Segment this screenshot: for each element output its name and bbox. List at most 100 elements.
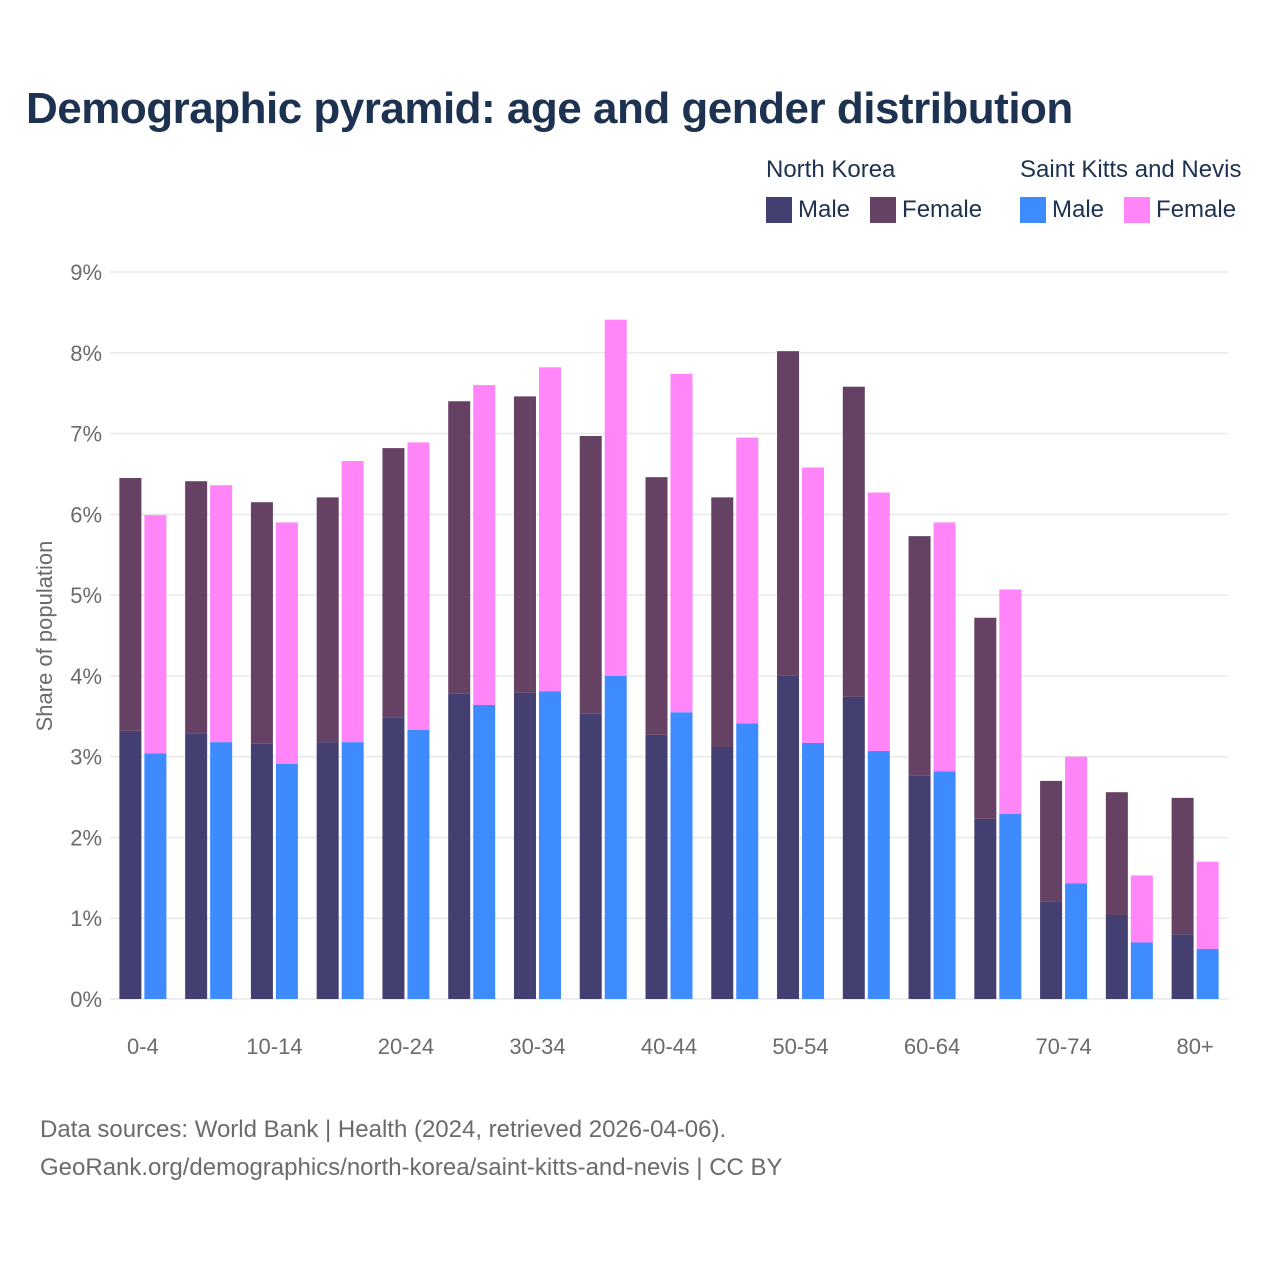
bar-saint-kitts-and-nevis-female[interactable]: [1196, 861, 1219, 949]
legend-group-title: Saint Kitts and Nevis: [1020, 156, 1242, 183]
x-tick-label: 70-74: [1035, 1034, 1091, 1059]
bar-north-korea-female[interactable]: [250, 502, 273, 744]
swatch-skn-female: [1124, 197, 1151, 223]
bar-saint-kitts-and-nevis-female[interactable]: [802, 467, 825, 743]
bar-saint-kitts-and-nevis-male[interactable]: [407, 730, 430, 999]
y-axis-ticks: 0% 1% 2% 3% 4% 5% 6% 7% 8% 9%: [70, 260, 102, 1012]
bar-saint-kitts-and-nevis-male[interactable]: [210, 742, 233, 999]
y-tick-label: 8%: [70, 341, 102, 366]
bar-north-korea-female[interactable]: [908, 536, 931, 776]
bar-north-korea-female[interactable]: [842, 386, 865, 697]
y-tick-label: 7%: [70, 422, 102, 447]
bar-north-korea-female[interactable]: [579, 435, 602, 714]
bar-north-korea-female[interactable]: [974, 617, 997, 819]
bar-saint-kitts-and-nevis-male[interactable]: [802, 742, 825, 999]
x-tick-label: 0-4: [127, 1034, 159, 1059]
bar-saint-kitts-and-nevis-male[interactable]: [538, 691, 561, 999]
bar-saint-kitts-and-nevis-male[interactable]: [604, 675, 627, 999]
footer-attribution: GeoRank.org/demographics/north-korea/sai…: [40, 1154, 783, 1181]
bar-saint-kitts-and-nevis-female[interactable]: [341, 461, 364, 743]
bar-north-korea-male[interactable]: [119, 730, 142, 999]
chart-plot: 0% 1% 2% 3% 4% 5% 6% 7% 8% 9% 0-4 10-14 20-24 30-34 4…: [32, 260, 1228, 1059]
bar-north-korea-male[interactable]: [645, 734, 668, 999]
bar-saint-kitts-and-nevis-female[interactable]: [999, 589, 1022, 815]
y-tick-label: 0%: [70, 987, 102, 1012]
bar-saint-kitts-and-nevis-male[interactable]: [275, 763, 298, 999]
swatch-nk-male: [766, 197, 792, 223]
bar-saint-kitts-and-nevis-female[interactable]: [670, 373, 693, 713]
x-tick-label: 30-34: [509, 1034, 565, 1059]
bar-north-korea-female[interactable]: [382, 448, 405, 718]
bar-saint-kitts-and-nevis-female[interactable]: [538, 367, 561, 692]
bar-saint-kitts-and-nevis-female[interactable]: [210, 485, 233, 743]
legend-item-skn-female[interactable]: Female: [1124, 196, 1236, 224]
bar-north-korea-female[interactable]: [1105, 792, 1128, 915]
x-tick-label: 60-64: [904, 1034, 960, 1059]
bar-saint-kitts-and-nevis-male[interactable]: [736, 723, 759, 999]
y-tick-label: 9%: [70, 260, 102, 285]
bar-saint-kitts-and-nevis-male[interactable]: [144, 753, 167, 999]
bar-north-korea-male[interactable]: [974, 818, 997, 999]
bar-north-korea-female[interactable]: [1171, 797, 1194, 935]
y-tick-label: 6%: [70, 502, 102, 527]
bar-north-korea-male[interactable]: [711, 746, 734, 999]
swatch-skn-male: [1020, 197, 1046, 223]
bar-north-korea-male[interactable]: [579, 713, 602, 999]
bar-north-korea-male[interactable]: [1040, 901, 1063, 999]
bar-north-korea-male[interactable]: [448, 693, 471, 999]
bar-saint-kitts-and-nevis-female[interactable]: [144, 515, 167, 754]
bar-north-korea-male[interactable]: [1171, 934, 1194, 999]
bar-north-korea-male[interactable]: [513, 692, 536, 999]
legend-item-nk-female[interactable]: Female: [870, 196, 982, 224]
bar-saint-kitts-and-nevis-male[interactable]: [1065, 883, 1088, 999]
bar-saint-kitts-and-nevis-female[interactable]: [473, 385, 496, 705]
bar-saint-kitts-and-nevis-female[interactable]: [407, 442, 430, 731]
bar-saint-kitts-and-nevis-male[interactable]: [473, 704, 496, 999]
bar-saint-kitts-and-nevis-female[interactable]: [275, 522, 298, 764]
y-axis-label: Share of population: [32, 541, 57, 732]
bar-north-korea-male[interactable]: [250, 743, 273, 999]
bar-north-korea-male[interactable]: [185, 733, 208, 999]
bar-saint-kitts-and-nevis-female[interactable]: [933, 522, 956, 772]
bar-north-korea-female[interactable]: [185, 481, 208, 734]
bar-north-korea-male[interactable]: [908, 775, 931, 999]
legend-item-nk-male[interactable]: Male: [766, 196, 850, 224]
legend-saint-kitts-and-nevis: Saint Kitts and Nevis Male Female: [1020, 156, 1256, 224]
bar-saint-kitts-and-nevis-female[interactable]: [1065, 756, 1088, 884]
bar-saint-kitts-and-nevis-male[interactable]: [933, 771, 956, 999]
bar-saint-kitts-and-nevis-female[interactable]: [867, 492, 890, 752]
bar-saint-kitts-and-nevis-male[interactable]: [1196, 948, 1219, 999]
bar-saint-kitts-and-nevis-female[interactable]: [736, 437, 759, 724]
x-axis-ticks: 0-4 10-14 20-24 30-34 40-44 50-54 60-64 70-74 80…: [127, 1034, 1214, 1059]
bar-saint-kitts-and-nevis-female[interactable]: [1130, 875, 1153, 943]
bar-north-korea-male[interactable]: [1105, 914, 1128, 999]
legend-group-title: North Korea: [766, 156, 896, 183]
x-tick-label: 10-14: [246, 1034, 302, 1059]
bar-north-korea-male[interactable]: [382, 717, 405, 999]
footer-sources: Data sources: World Bank | Health (2024,…: [40, 1116, 727, 1143]
bar-saint-kitts-and-nevis-male[interactable]: [999, 814, 1022, 999]
bar-saint-kitts-and-nevis-male[interactable]: [867, 751, 890, 999]
bar-north-korea-female[interactable]: [777, 351, 800, 676]
legend-item-skn-male[interactable]: Male: [1020, 196, 1104, 224]
bar-north-korea-male[interactable]: [316, 742, 339, 999]
bar-north-korea-female[interactable]: [513, 396, 536, 693]
bars: [119, 319, 1219, 999]
bar-north-korea-male[interactable]: [777, 675, 800, 999]
bar-north-korea-female[interactable]: [711, 497, 734, 747]
bar-north-korea-female[interactable]: [448, 401, 471, 694]
legend-label: Female: [1156, 196, 1237, 223]
bar-north-korea-female[interactable]: [119, 477, 142, 731]
x-tick-label: 40-44: [641, 1034, 697, 1059]
bar-saint-kitts-and-nevis-male[interactable]: [341, 742, 364, 999]
bar-north-korea-female[interactable]: [1040, 780, 1063, 902]
bar-saint-kitts-and-nevis-female[interactable]: [604, 319, 627, 676]
bar-north-korea-female[interactable]: [316, 497, 339, 743]
bar-north-korea-female[interactable]: [645, 477, 668, 735]
bar-saint-kitts-and-nevis-male[interactable]: [670, 712, 693, 999]
bar-saint-kitts-and-nevis-male[interactable]: [1130, 942, 1153, 999]
x-tick-label: 50-54: [772, 1034, 828, 1059]
bar-north-korea-male[interactable]: [842, 696, 865, 999]
y-tick-label: 5%: [70, 583, 102, 608]
chart-title: Demographic pyramid: age and gender dist…: [26, 84, 1073, 133]
